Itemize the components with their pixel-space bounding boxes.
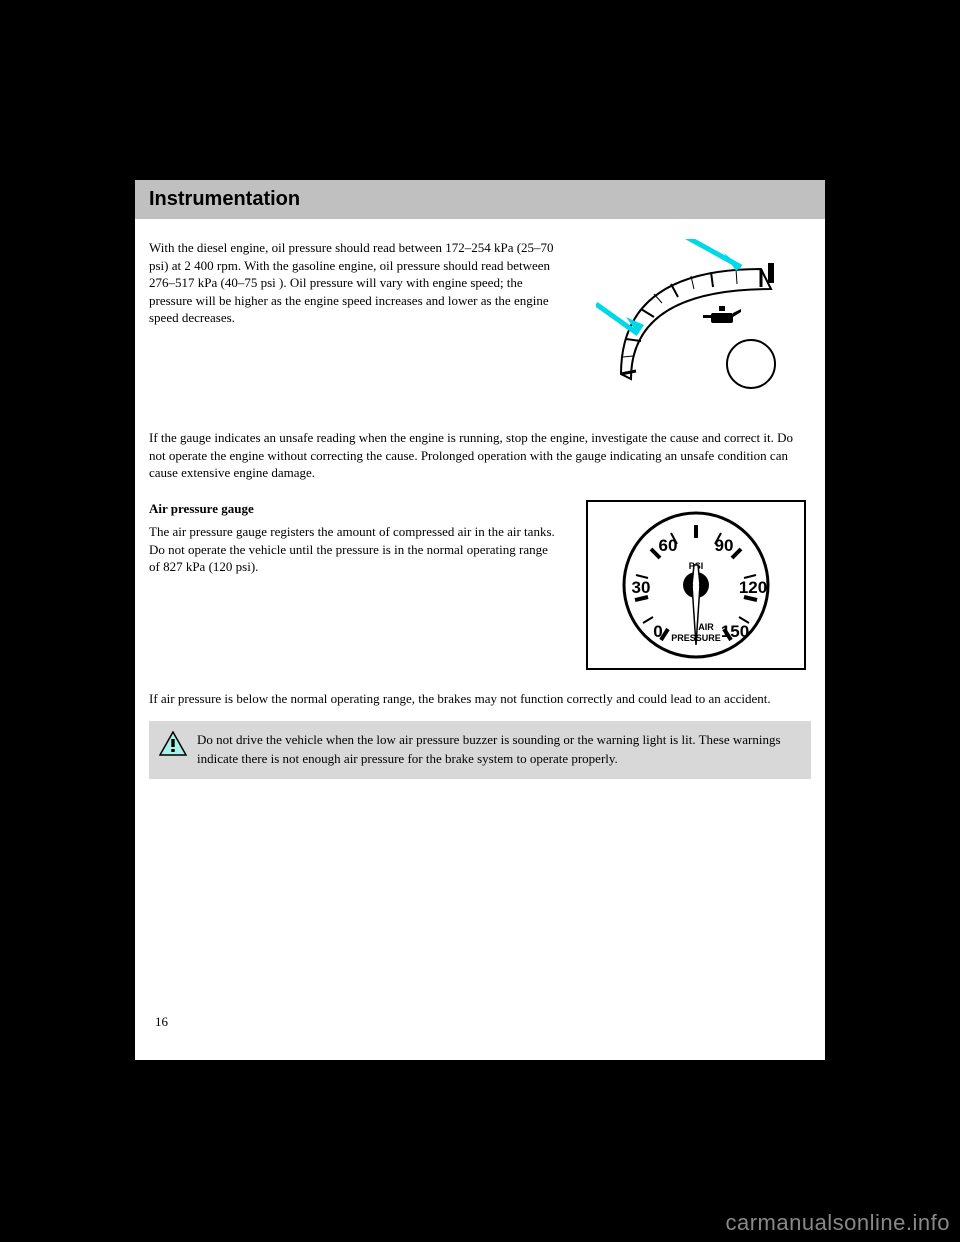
oil-gauge-image (581, 239, 811, 409)
warning-box: Do not drive the vehicle when the low ai… (149, 721, 811, 779)
watermark: carmanualsonline.info (725, 1210, 950, 1236)
air-gauge-svg: 0 30 60 90 120 150 PSI AIR PRESSURE (601, 505, 791, 665)
page-content: With the diesel engine, oil pressure sho… (135, 239, 825, 779)
oil-gauge-svg (596, 239, 796, 409)
oil-text: With the diesel engine, oil pressure sho… (149, 239, 561, 409)
air-gauge-box: 0 30 60 90 120 150 PSI AIR PRESSURE (586, 500, 806, 670)
oil-section: With the diesel engine, oil pressure sho… (149, 239, 811, 409)
svg-text:AIR: AIR (698, 622, 714, 632)
oil-paragraph-1: With the diesel engine, oil pressure sho… (149, 239, 561, 327)
section-header: Instrumentation (135, 180, 825, 219)
air-paragraph-1: The air pressure gauge registers the amo… (149, 523, 561, 576)
page-number: 16 (155, 1014, 168, 1030)
oil-paragraph-2: If the gauge indicates an unsafe reading… (149, 429, 811, 482)
warning-text: Do not drive the vehicle when the low ai… (197, 731, 799, 769)
air-heading: Air pressure gauge (149, 500, 561, 518)
air-gauge-image: 0 30 60 90 120 150 PSI AIR PRESSURE (581, 500, 811, 670)
air-paragraph-2: If air pressure is below the normal oper… (149, 690, 811, 708)
svg-text:30: 30 (632, 578, 651, 597)
page: Instrumentation With the diesel engine, … (135, 180, 825, 1060)
warning-triangle-icon (159, 731, 187, 757)
air-text: Air pressure gauge The air pressure gaug… (149, 500, 561, 670)
section-title: Instrumentation (149, 188, 811, 211)
svg-text:120: 120 (739, 578, 767, 597)
air-section: Air pressure gauge The air pressure gaug… (149, 500, 811, 670)
